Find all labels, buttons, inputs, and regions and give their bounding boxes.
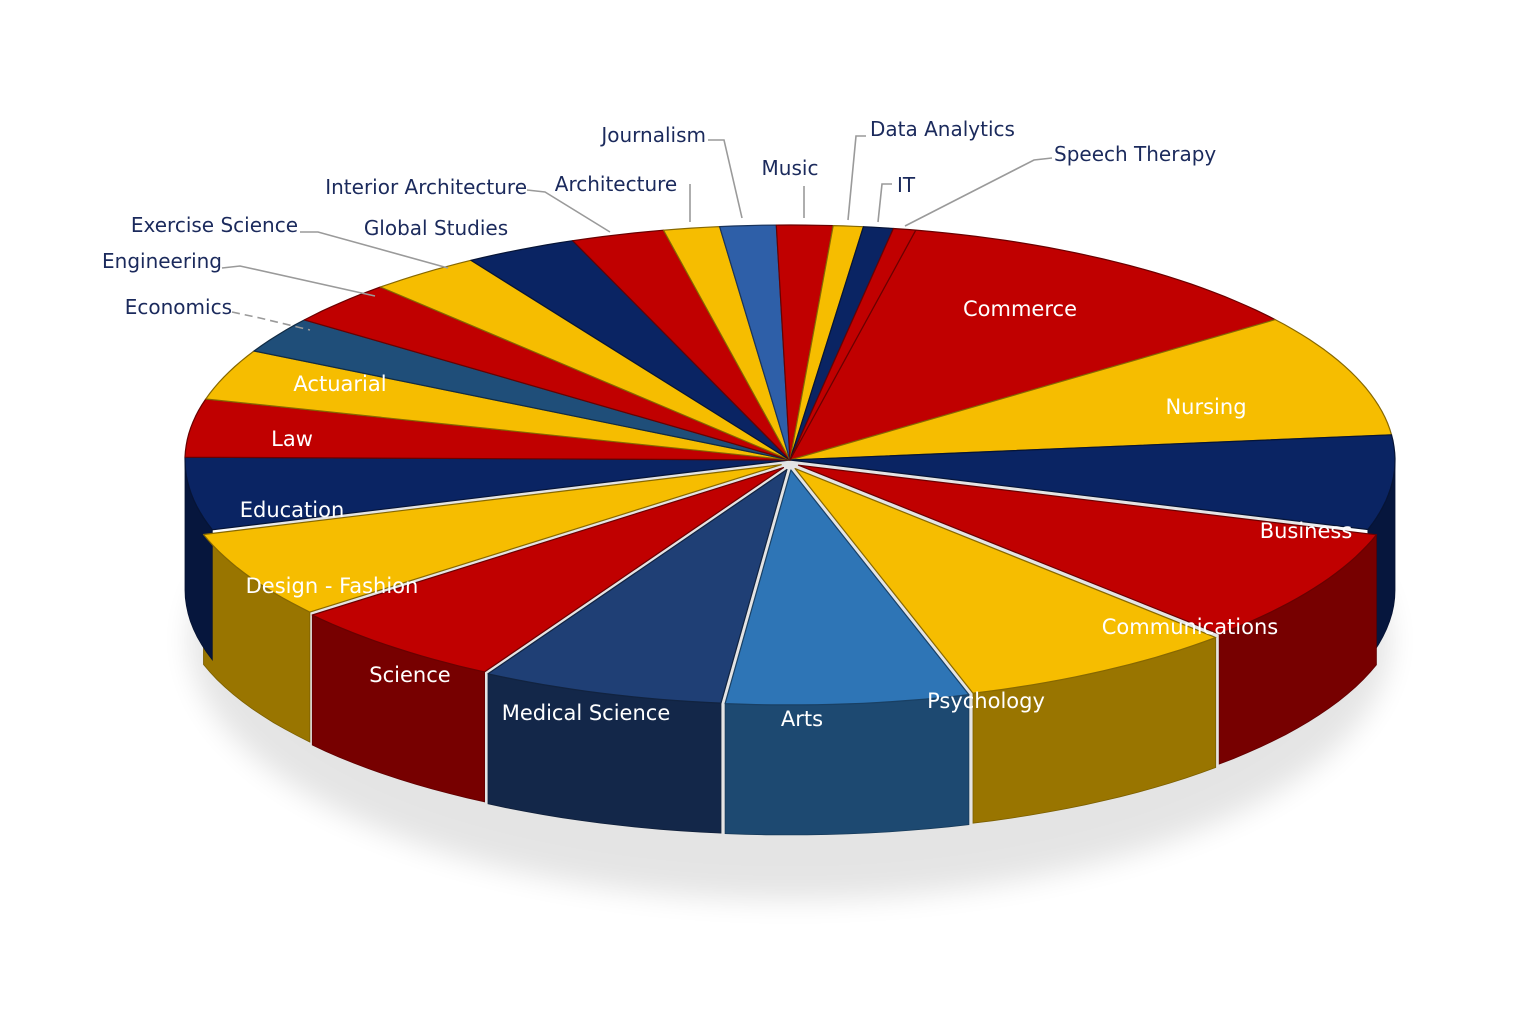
label-journalism: Journalism: [599, 123, 706, 147]
label-nursing: Nursing: [1165, 395, 1246, 419]
label-education: Education: [240, 498, 345, 522]
slice-nursing: [789, 319, 1393, 461]
label-exercise-science: Exercise Science: [131, 213, 298, 237]
label-music: Music: [762, 156, 819, 180]
slice-commerce: [789, 229, 1276, 461]
label-engineering: Engineering: [102, 249, 222, 273]
inside-labels: Commerce Nursing Business Communications…: [240, 297, 1353, 731]
slice-education: [184, 456, 791, 531]
label-medical-science: Medical Science: [502, 701, 671, 725]
label-architecture: Architecture: [555, 172, 677, 196]
leader-exercise-science: [300, 231, 449, 269]
label-law: Law: [271, 427, 313, 451]
label-global-studies: Global Studies: [364, 216, 508, 240]
slice-business: [789, 434, 1396, 531]
label-actuarial: Actuarial: [293, 372, 386, 396]
slice-speech-therapy: [789, 227, 917, 461]
slice-psychology: [794, 468, 1217, 694]
pie-side-walls: [184, 459, 1396, 836]
label-science: Science: [369, 663, 450, 687]
label-communications: Communications: [1102, 615, 1278, 639]
slice-medical-science: [487, 468, 788, 704]
leader-speech-therapy: [904, 157, 1053, 227]
slice-science: [311, 467, 785, 673]
label-economics: Economics: [125, 295, 232, 319]
slice-actuarial: [205, 350, 791, 461]
slice-communications: [797, 464, 1377, 635]
label-data-analytics: Data Analytics: [870, 117, 1015, 141]
outside-labels: Economics Engineering Exercise Science G…: [102, 117, 1216, 319]
leader-it: [877, 183, 892, 223]
slice-exercise-science: [379, 259, 791, 461]
label-design-fashion: Design - Fashion: [246, 574, 419, 598]
leader-interior-architecture: [526, 189, 611, 233]
label-commerce: Commerce: [963, 297, 1077, 321]
label-psychology: Psychology: [927, 689, 1045, 713]
leader-lines: [221, 135, 1053, 331]
slice-side-arts: [724, 694, 970, 836]
pie-top-faces: [184, 224, 1396, 706]
leader-economics: [231, 311, 311, 331]
label-business: Business: [1260, 519, 1353, 543]
slice-economics: [253, 319, 791, 461]
slice-design-fashion: [202, 464, 782, 613]
label-interior-architecture: Interior Architecture: [325, 175, 527, 199]
slice-arts: [724, 469, 970, 706]
label-speech-therapy: Speech Therapy: [1054, 142, 1216, 166]
label-it: IT: [897, 173, 916, 197]
label-arts: Arts: [781, 707, 823, 731]
slice-interior-architecture: [572, 229, 791, 461]
leader-journalism: [708, 139, 743, 219]
slice-global-studies: [470, 240, 791, 461]
leader-data-analytics: [847, 135, 866, 221]
leader-engineering: [221, 265, 376, 297]
slice-engineering: [303, 286, 791, 461]
